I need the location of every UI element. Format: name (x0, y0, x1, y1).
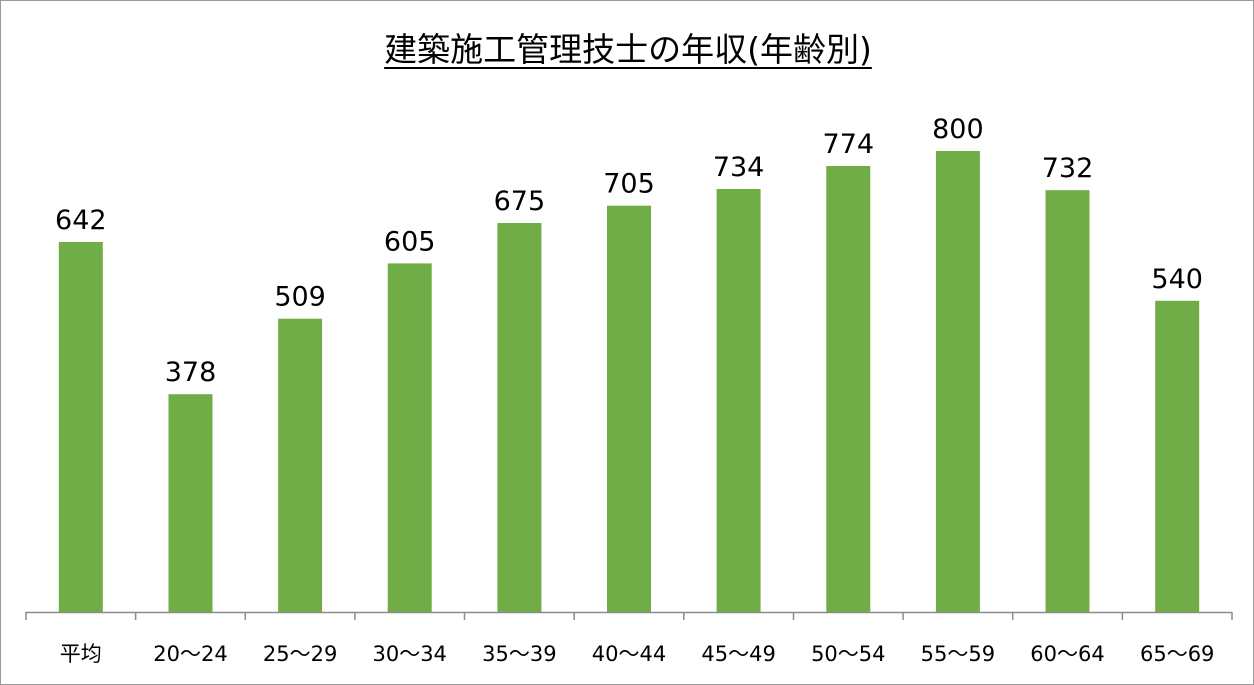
data-label-2: 509 (274, 282, 326, 313)
bar-8 (935, 151, 980, 612)
bar-4 (497, 223, 542, 612)
data-label-6: 734 (713, 152, 765, 183)
data-label-0: 642 (55, 205, 107, 236)
data-label-5: 705 (603, 169, 655, 200)
x-tick-label-2: 25〜29 (263, 642, 337, 666)
x-tick-label-0: 平均 (60, 642, 102, 666)
bars-group (58, 151, 1200, 612)
data-label-8: 800 (932, 114, 984, 145)
bar-0 (58, 242, 103, 612)
data-label-7: 774 (823, 129, 875, 160)
bar-9 (1045, 190, 1090, 612)
x-tick-label-9: 60〜64 (1030, 642, 1104, 666)
bar-10 (1155, 300, 1200, 612)
x-tick-label-8: 55〜59 (921, 642, 995, 666)
data-labels-group: 642 378 509 605 675 705 734 774 800 732 540 (55, 114, 1203, 388)
bar-6 (716, 189, 761, 612)
x-tick-label-5: 40〜44 (592, 642, 666, 666)
chart-title: 建築施工管理技士の年収(年齢別) (384, 30, 872, 69)
data-label-3: 605 (384, 226, 436, 257)
data-label-10: 540 (1151, 264, 1203, 295)
bar-3 (387, 263, 432, 612)
x-tick-label-4: 35〜39 (482, 642, 556, 666)
bar-5 (607, 205, 651, 612)
x-axis (25, 611, 1233, 620)
x-tick-label-1: 20〜24 (153, 642, 227, 666)
x-tick-label-7: 50〜54 (811, 642, 885, 666)
data-label-4: 675 (494, 186, 546, 217)
data-label-1: 378 (165, 357, 217, 388)
x-tick-labels-group: 平均 20〜24 25〜29 30〜34 35〜39 40〜44 45〜49 50〜54 55〜… (60, 642, 1215, 666)
bar-7 (826, 166, 871, 612)
data-label-9: 732 (1042, 153, 1094, 184)
x-tick-label-3: 30〜34 (372, 642, 446, 666)
x-tick-label-10: 65〜69 (1140, 642, 1214, 666)
bar-1 (168, 394, 213, 612)
x-tick-label-6: 45〜49 (701, 642, 775, 666)
bar-2 (278, 318, 323, 612)
